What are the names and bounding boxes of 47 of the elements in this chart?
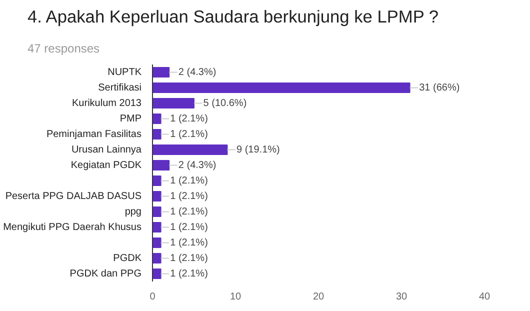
bar	[152, 268, 162, 280]
chart-title: 4. Apakah Keperluan Saudara berkunjung ke LPMP ?	[28, 6, 439, 26]
bar	[152, 66, 170, 78]
data-label: 2 (4.3%)	[178, 66, 216, 78]
bar	[152, 98, 194, 109]
y-tick-label: Peserta PPG DALJAB DASUS	[5, 190, 142, 202]
x-tick-label: 10	[230, 292, 242, 302]
data-label: 1 (2.1%)	[170, 237, 208, 248]
data-label: 1 (2.1%)	[170, 222, 208, 233]
bar	[152, 144, 228, 156]
y-tick-label: Kegiatan PGDK	[70, 160, 142, 171]
bar	[152, 206, 162, 218]
data-label: 1 (2.1%)	[170, 113, 208, 124]
x-tick-label: 0	[150, 292, 156, 302]
data-label: 1 (2.1%)	[170, 268, 208, 280]
y-tick-label: Peminjaman Fasilitas	[46, 128, 142, 140]
x-tick-label: 30	[396, 292, 408, 302]
y-tick-label: Urusan Lainnya	[71, 144, 142, 156]
y-tick-label: Kurikulum 2013	[72, 98, 142, 109]
y-tick-label: NUPTK	[108, 66, 142, 78]
bar	[152, 160, 170, 171]
bar	[152, 222, 162, 233]
bar	[152, 252, 162, 264]
y-tick-label: PGDK dan PPG	[70, 268, 142, 280]
y-tick-label: PMP	[120, 113, 142, 124]
y-tick-label: Sertifikasi	[98, 82, 142, 94]
bar	[152, 175, 162, 186]
data-label: 1 (2.1%)	[170, 128, 208, 140]
data-label: 1 (2.1%)	[170, 190, 208, 202]
data-label: 2 (4.3%)	[178, 160, 216, 171]
bar	[152, 113, 162, 124]
data-label: 5 (10.6%)	[203, 98, 247, 109]
data-label: 1 (2.1%)	[170, 175, 208, 186]
bar	[152, 128, 162, 140]
y-tick-label: ppg	[124, 206, 142, 218]
y-tick-label: PGDK	[113, 252, 142, 264]
bar	[152, 190, 162, 202]
chart-subtitle: 47 responses	[28, 42, 100, 56]
bar	[152, 237, 162, 248]
x-tick-label: 20	[312, 292, 324, 302]
y-tick-label: Mengikuti PPG Daerah Khusus	[3, 222, 142, 233]
data-label: 1 (2.1%)	[170, 252, 208, 264]
data-label: 31 (66%)	[419, 82, 460, 94]
data-label: 9 (19.1%)	[236, 144, 280, 156]
data-label: 1 (2.1%)	[170, 206, 208, 218]
x-tick-label: 40	[478, 292, 490, 302]
bar	[152, 82, 410, 94]
